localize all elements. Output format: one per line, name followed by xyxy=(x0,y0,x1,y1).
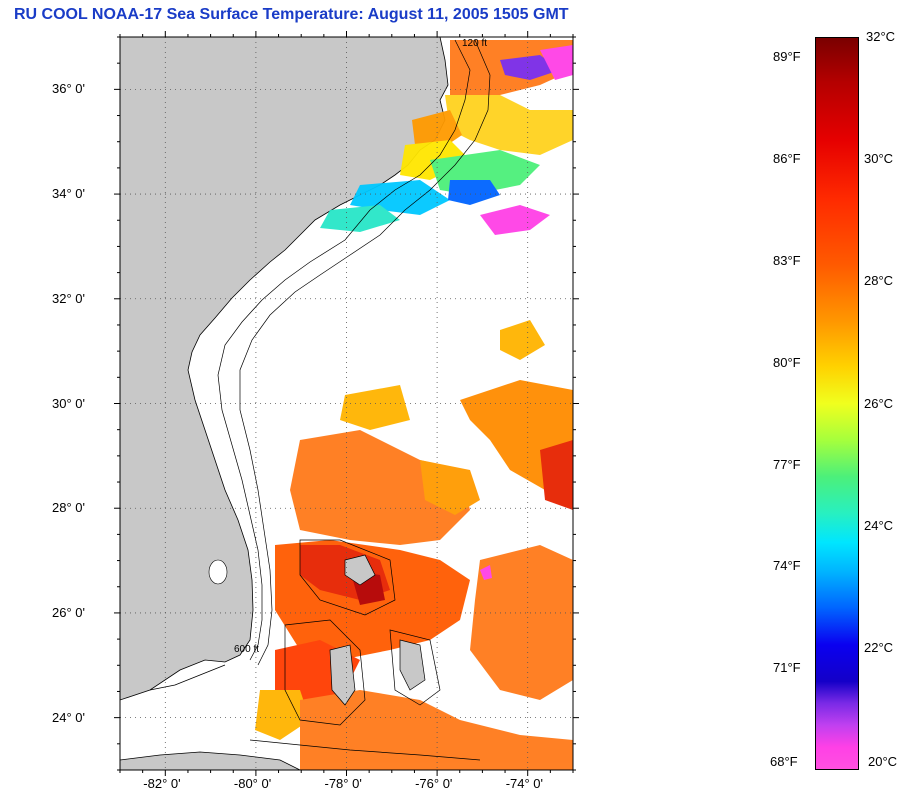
celsius-label: 26°C xyxy=(864,395,894,411)
fahrenheit-label: 89°F xyxy=(773,49,801,65)
lake-okeechobee xyxy=(208,559,228,585)
lat-tick-label: 24° 0' xyxy=(52,709,85,725)
cuba-land xyxy=(120,751,301,770)
celsius-label: 20°C xyxy=(868,754,898,769)
map-title: RU COOL NOAA-17 Sea Surface Temperature:… xyxy=(14,6,569,23)
fahrenheit-label: 74°F xyxy=(773,558,801,574)
sst-south xyxy=(255,320,573,770)
lon-tick-label: -76° 0' xyxy=(415,776,453,791)
depth-contours xyxy=(217,39,491,761)
sst-north xyxy=(320,40,573,235)
florida-keys xyxy=(149,664,226,691)
bahamas-islands xyxy=(329,554,426,706)
lat-tick-label: 36° 0' xyxy=(52,81,85,97)
celsius-label: 28°C xyxy=(864,273,894,289)
fahrenheit-label: 86°F xyxy=(773,151,801,167)
celsius-label: 30°C xyxy=(864,151,894,167)
contour-label-120: 120 ft xyxy=(462,38,487,49)
lat-tick-label: 34° 0' xyxy=(52,186,85,202)
map-grid xyxy=(120,37,573,770)
fahrenheit-label: 83°F xyxy=(773,252,801,268)
celsius-label: 32°C xyxy=(866,29,896,44)
fahrenheit-label: 68°F xyxy=(770,754,798,769)
fahrenheit-label: 80°F xyxy=(773,354,801,370)
lat-tick-label: 30° 0' xyxy=(52,395,85,411)
celsius-label: 24°C xyxy=(864,517,894,533)
lon-tick-label: -78° 0' xyxy=(324,776,362,791)
lon-tick-label: -74° 0' xyxy=(505,776,543,791)
lon-tick-label: -80° 0' xyxy=(233,776,272,791)
lat-tick-label: 26° 0' xyxy=(52,604,85,620)
lon-tick-label: -82° 0' xyxy=(143,776,181,791)
lat-tick-label: 28° 0' xyxy=(52,500,85,516)
contour-label-600: 600 ft xyxy=(234,644,259,655)
fahrenheit-label: 71°F xyxy=(773,660,801,676)
map-ticks xyxy=(114,31,579,776)
celsius-label: 22°C xyxy=(864,639,894,655)
lat-tick-label: 32° 0' xyxy=(52,290,85,306)
fahrenheit-label: 77°F xyxy=(773,456,801,472)
temperature-colorbar xyxy=(815,37,859,770)
